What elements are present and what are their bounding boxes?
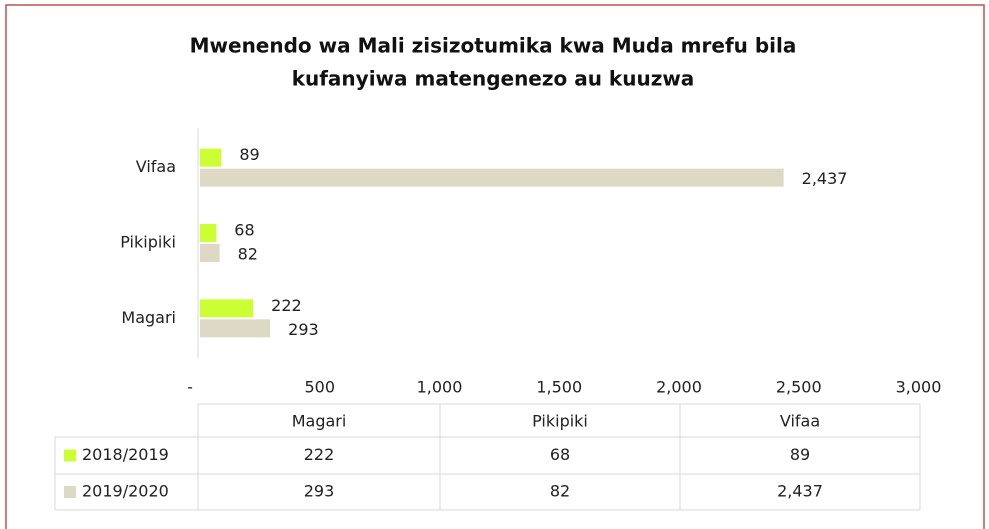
bar bbox=[200, 148, 222, 167]
table-cell: 82 bbox=[550, 482, 570, 501]
table-cell: 68 bbox=[550, 445, 570, 464]
table-header: Magari bbox=[292, 412, 347, 431]
frame bbox=[5, 4, 985, 529]
table-cell: 89 bbox=[790, 445, 810, 464]
bar bbox=[200, 244, 220, 262]
x-tick-label: 1,500 bbox=[536, 378, 582, 397]
data-label: 293 bbox=[288, 320, 319, 339]
x-tick-label: 500 bbox=[304, 378, 335, 397]
x-tick-label: 1,000 bbox=[417, 378, 463, 397]
bar bbox=[200, 224, 217, 242]
data-label: 82 bbox=[238, 245, 258, 264]
table-cell: 2,437 bbox=[777, 482, 823, 501]
table-cell: 222 bbox=[304, 445, 335, 464]
x-tick-label: - bbox=[187, 378, 193, 397]
x-tick-label: 2,500 bbox=[776, 378, 822, 397]
legend-label: 2018/2019 bbox=[82, 445, 169, 464]
x-tick-label: 2,000 bbox=[656, 378, 702, 397]
legend-label: 2019/2020 bbox=[82, 482, 169, 501]
chart-title: Mwenendo wa Mali zisizotumika kwa Muda m… bbox=[190, 34, 797, 58]
category-label: Pikipiki bbox=[120, 233, 176, 252]
x-tick-label: 3,000 bbox=[896, 378, 942, 397]
data-label: 222 bbox=[271, 296, 302, 315]
data-label: 68 bbox=[234, 221, 254, 240]
table-header: Pikipiki bbox=[532, 412, 588, 431]
legend-swatch bbox=[64, 449, 76, 462]
category-label: Vifaa bbox=[136, 157, 176, 176]
data-label: 2,437 bbox=[802, 169, 848, 188]
table-cell: 293 bbox=[304, 482, 335, 501]
table-header: Vifaa bbox=[780, 412, 820, 431]
data-label: 89 bbox=[239, 145, 259, 164]
legend-swatch bbox=[64, 486, 76, 498]
bar bbox=[200, 319, 271, 338]
bar bbox=[200, 168, 784, 187]
chart-title: kufanyiwa matengenezo au kuuzwa bbox=[292, 67, 695, 91]
category-label: Magari bbox=[121, 308, 176, 327]
bar bbox=[200, 299, 254, 318]
